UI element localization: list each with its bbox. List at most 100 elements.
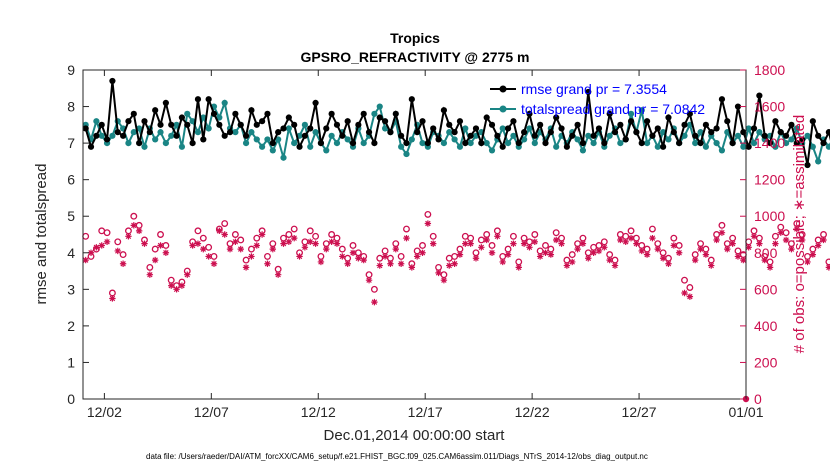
assimilated-obs-point (397, 260, 405, 267)
totalspread-point (194, 129, 202, 136)
rmse-point (483, 114, 490, 121)
assimilated-obs-point (552, 236, 560, 244)
rmse-point (141, 118, 148, 125)
assimilated-obs-point (301, 244, 309, 251)
rmse-point (419, 118, 426, 125)
assimilated-obs-point (216, 227, 223, 235)
assimilated-obs-point (601, 244, 608, 251)
assimilated-obs-point (269, 245, 277, 253)
rmse-point (611, 129, 619, 136)
rmse-point (820, 140, 827, 147)
totalspread-point (750, 140, 758, 147)
totalspread-point (692, 140, 699, 147)
assimilated-obs-point (467, 240, 474, 247)
y-left-tick-label: 2 (67, 318, 75, 334)
rmse-point (718, 96, 726, 103)
rmse-point (766, 140, 774, 147)
rmse-point (531, 132, 538, 139)
possible-obs-point (221, 220, 229, 227)
rmse-point (210, 110, 218, 117)
y-left-tick-label: 0 (67, 391, 75, 407)
assimilated-obs-point (205, 253, 212, 260)
totalspread-point (216, 114, 223, 121)
y-left-tick-label: 9 (67, 62, 75, 78)
rmse-point (296, 143, 303, 150)
totalspread-point (371, 110, 378, 117)
assimilated-obs-point (462, 240, 469, 247)
totalspread-point (323, 147, 330, 154)
rmse-point (392, 110, 399, 117)
rmse-point (627, 118, 635, 125)
assimilated-obs-point (740, 256, 747, 264)
rmse-point (686, 110, 693, 117)
totalspread-point (285, 125, 292, 132)
x-axis-label: Dec.01,2014 00:00:00 start (324, 427, 506, 444)
rmse-point (638, 140, 645, 147)
y-right-tick-label: 0 (754, 391, 762, 407)
y-right-tick-label: 200 (754, 354, 778, 370)
rmse-point (750, 125, 758, 132)
assimilated-obs-point (430, 240, 437, 247)
totalspread-point (665, 136, 672, 143)
legend-spread-label: totalspread grand pr = 7.0842 (521, 101, 705, 117)
totalspread-point (579, 147, 587, 154)
rmse-point (269, 140, 276, 147)
assimilated-obs-point (788, 245, 795, 253)
rmse-point (248, 107, 255, 114)
totalspread-point (109, 132, 116, 139)
possible-obs-point (328, 231, 336, 238)
rmse-point (521, 129, 528, 136)
assimilated-obs-point (782, 236, 790, 244)
chart-title: Tropics (390, 30, 440, 46)
rmse-point (804, 161, 811, 169)
assimilated-obs-point (125, 233, 132, 240)
assimilated-obs-point (472, 255, 480, 262)
assimilated-obs-point (681, 289, 688, 297)
totalspread-point (152, 136, 159, 143)
totalspread-point (253, 136, 260, 143)
totalspread-point (269, 147, 276, 154)
totalspread-point (275, 136, 282, 143)
possible-obs-point (488, 242, 496, 249)
possible-obs-point (151, 245, 159, 253)
rmse-point (87, 143, 95, 150)
assimilated-obs-point (718, 229, 726, 236)
possible-obs-point (370, 285, 378, 293)
totalspread-point (398, 143, 405, 150)
possible-obs-point (681, 276, 688, 284)
totalspread-point (221, 99, 228, 106)
assimilated-obs-point (435, 269, 442, 277)
rmse-point (734, 103, 742, 110)
y-axis-left: 0 1 2 3 4 5 6 7 8 9 (67, 62, 89, 407)
rmse-point (259, 118, 266, 125)
possible-obs-point (397, 252, 405, 260)
totalspread-point (585, 132, 592, 139)
assimilated-obs-point (510, 240, 517, 247)
possible-obs-point (103, 229, 111, 237)
rmse-point (542, 140, 549, 147)
rmse-point (633, 129, 640, 136)
assimilated-obs-point (724, 245, 731, 253)
totalspread-point (312, 129, 319, 136)
totalspread-point (440, 140, 448, 147)
totalspread-point (574, 136, 581, 143)
rmse-point (339, 132, 346, 139)
possible-obs-point (531, 231, 539, 238)
possible-obs-point (825, 258, 830, 266)
assimilated-obs-point (622, 238, 629, 246)
assimilated-obs-point (392, 245, 399, 253)
assimilated-obs-point (119, 260, 127, 267)
possible-obs-point (253, 234, 261, 242)
rmse-point (660, 143, 667, 150)
assimilated-obs-point (702, 251, 710, 258)
assimilated-obs-point (750, 233, 758, 240)
rmse-point (376, 114, 383, 121)
assimilated-obs-point (451, 260, 458, 267)
rmse-point (702, 121, 709, 128)
rmse-point (761, 132, 768, 139)
assimilated-obs-point (745, 244, 752, 251)
assimilated-obs-point (756, 240, 763, 247)
totalspread-point (793, 125, 800, 132)
assimilated-obs-point (772, 240, 779, 247)
assimilated-obs-point (590, 249, 597, 256)
